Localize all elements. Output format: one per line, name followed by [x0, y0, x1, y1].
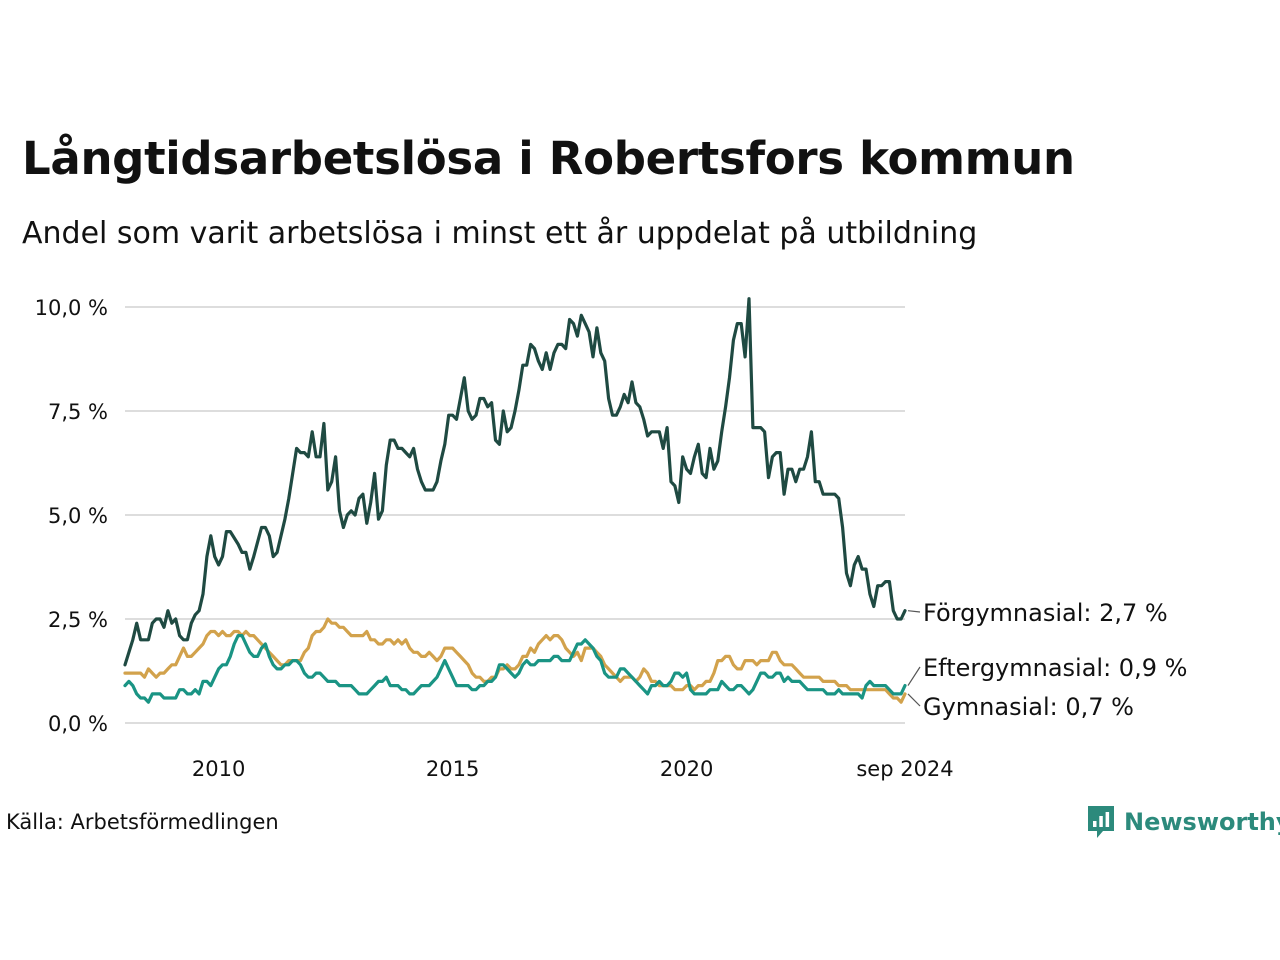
end-label-eftergymnasial: Eftergymnasial: 0,9 % — [923, 654, 1187, 682]
series-line-gymnasial — [123, 617, 907, 704]
x-axis-ticks: 2010 2015 2020 sep 2024 — [192, 757, 954, 781]
newsworthy-logo-icon — [1088, 806, 1114, 838]
x-tick-label: 2020 — [660, 757, 713, 781]
y-tick-label: 7,5 % — [48, 400, 108, 424]
x-tick-label: sep 2024 — [856, 757, 953, 781]
leader-line-gymnasial — [907, 693, 921, 707]
brand-logo[interactable]: Newsworthy — [1086, 804, 1280, 840]
y-axis-ticks: 0,0 % 2,5 % 5,0 % 7,5 % 10,0 % — [35, 296, 108, 736]
series-line-eftergymnasial — [123, 634, 907, 704]
end-label-forgymnasial: Förgymnasial: 2,7 % — [923, 599, 1168, 627]
brand-name: Newsworthy — [1124, 808, 1280, 836]
y-tick-label: 0,0 % — [48, 712, 108, 736]
series-end-labels: Förgymnasial: 2,7 % Eftergymnasial: 0,9 %… — [907, 599, 1187, 721]
series-lines — [123, 297, 907, 704]
end-label-gymnasial: Gymnasial: 0,7 % — [923, 693, 1134, 721]
y-tick-label: 5,0 % — [48, 504, 108, 528]
x-tick-label: 2010 — [192, 757, 245, 781]
series-line-forgymnasial — [123, 297, 907, 667]
gridlines — [125, 306, 905, 724]
y-tick-label: 10,0 % — [35, 296, 108, 320]
source-note: Källa: Arbetsförmedlingen — [6, 810, 279, 834]
y-tick-label: 2,5 % — [48, 608, 108, 632]
leader-line-forgymnasial — [907, 610, 921, 613]
x-tick-label: 2015 — [426, 757, 479, 781]
chart-subtitle: Andel som varit arbetslösa i minst ett å… — [22, 216, 978, 251]
chart-title: Långtidsarbetslösa i Robertsfors kommun — [22, 132, 1075, 185]
leader-line-eftergymnasial — [907, 666, 921, 686]
